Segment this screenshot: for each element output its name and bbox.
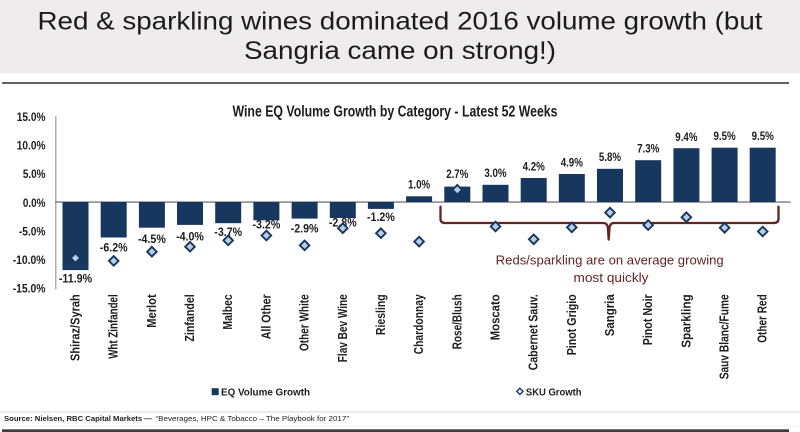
svg-text:1.0%: 1.0% [408,177,430,191]
svg-text:Flav Bev Wine: Flav Bev Wine [335,294,350,362]
svg-text:0.0%: 0.0% [23,198,46,210]
svg-text:-4.5%: -4.5% [138,232,166,246]
svg-text:Other Red: Other Red [755,294,770,343]
svg-text:-4.0%: -4.0% [176,230,204,244]
svg-text:Wht Zinfandel: Wht Zinfandel [106,294,121,359]
svg-text:Zinfandel: Zinfandel [182,294,197,341]
svg-text:most quickly: most quickly [574,270,650,285]
svg-text:Cabernet Sauv.: Cabernet Sauv. [526,294,541,370]
svg-text:Sangria: Sangria [602,294,617,337]
svg-text:9.5%: 9.5% [752,129,774,143]
svg-text:-1.2%: -1.2% [367,210,395,224]
svg-text:Rose/Blush: Rose/Blush [449,294,464,349]
svg-text:Shiraz/Syrah: Shiraz/Syrah [68,294,83,361]
svg-text:Red & sparkling wines dominate: Red & sparkling wines dominated 2016 vol… [38,7,763,35]
svg-text:Moscato: Moscato [488,294,503,340]
svg-text:5.8%: 5.8% [599,150,621,164]
svg-text:9.4%: 9.4% [675,130,697,144]
svg-text:Reds/sparkling are on average: Reds/sparkling are on average growing [496,252,724,267]
svg-text:3.0%: 3.0% [484,166,506,180]
svg-text:7.3%: 7.3% [637,142,659,156]
svg-text:Wine EQ Volume Growth by Categ: Wine EQ Volume Growth by Category - Late… [233,104,558,121]
svg-text:Riesling: Riesling [373,294,388,335]
svg-text:2.7%: 2.7% [446,167,468,181]
svg-text:-5.0%: -5.0% [19,226,46,238]
svg-text:-2.9%: -2.9% [291,221,319,235]
svg-text:-3.2%: -3.2% [253,217,281,231]
svg-text:Merlot: Merlot [144,294,159,328]
svg-text:5.0%: 5.0% [23,169,46,181]
svg-text:-11.9%: -11.9% [59,272,93,286]
svg-text:Pinot Noir: Pinot Noir [640,294,655,345]
svg-text:-3.7%: -3.7% [214,225,242,239]
svg-text:10.0%: 10.0% [17,141,46,153]
svg-text:EQ Volume Growth: EQ Volume Growth [221,386,310,398]
svg-text:Chardonnay: Chardonnay [411,294,426,355]
svg-text:Malbec: Malbec [220,294,235,329]
svg-text:4.9%: 4.9% [561,155,583,169]
svg-text:-6.2%: -6.2% [100,241,128,255]
svg-text:15.0%: 15.0% [17,112,46,124]
svg-text:4.2%: 4.2% [523,159,545,173]
svg-text:Source: Nielsen, RBC Capital M: Source: Nielsen, RBC Capital Markets — [4,414,153,423]
svg-text:Sauv Blanc/Fume: Sauv Blanc/Fume [717,294,732,379]
svg-text:SKU Growth: SKU Growth [526,386,582,398]
svg-text:“Beverages, HPC & Tobacco – Th: “Beverages, HPC & Tobacco – The Playbook… [156,414,350,423]
svg-text:Sparkling: Sparkling [678,294,693,348]
svg-text:-10.0%: -10.0% [13,255,46,267]
svg-text:Other White: Other White [297,294,312,351]
svg-text:All Other: All Other [258,294,273,339]
svg-text:Sangria came on strong!): Sangria came on strong!) [244,37,556,65]
svg-text:-15.0%: -15.0% [13,284,46,296]
svg-text:9.5%: 9.5% [714,129,736,143]
svg-text:Pinot Grigio: Pinot Grigio [564,294,579,355]
